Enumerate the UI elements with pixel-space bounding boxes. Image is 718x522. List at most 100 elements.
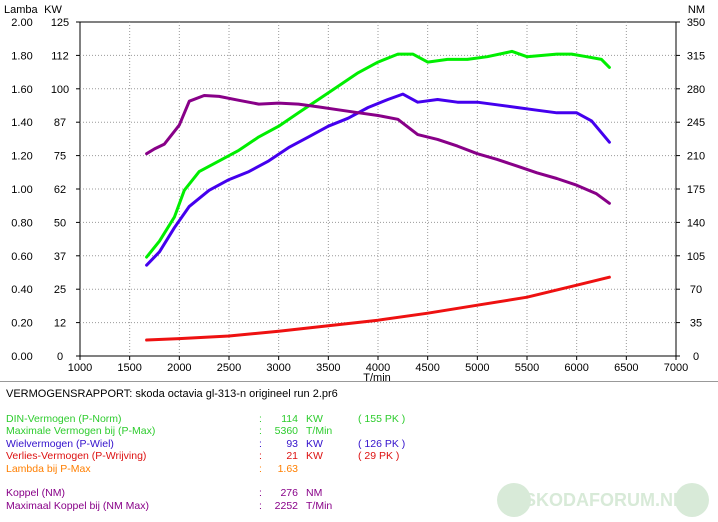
summary-label: Lambda bij P-Max [6,462,91,475]
kw-tick-label: 0 [57,351,63,363]
summary-colon: : [259,437,262,450]
series-line-2 [145,94,611,205]
summary-table: DIN-Vermogen (P-Norm):114 KW( 155 PK ) Max… [6,413,446,512]
lambda-tick-label: 1.00 [11,184,32,196]
kw-tick-label: 87 [54,117,66,129]
series-line-0 [145,49,611,259]
summary-unit: KW [306,437,323,450]
lambda-tick-label: 1.80 [11,50,32,62]
summary-label: Koppel (NM) [6,487,65,500]
x-tick-label: 5000 [465,362,489,374]
x-tick-label: 4500 [415,362,439,374]
watermark-logo-left-icon [497,483,531,517]
summary-unit: KW [306,413,323,425]
nm-tick-label: 105 [687,251,705,263]
series-line-3 [145,275,611,342]
lambda-tick-label: 0.00 [11,351,32,363]
summary-label: DIN-Vermogen (P-Norm) [6,413,122,425]
summary-row: Koppel (NM): 276 NM [6,487,446,499]
summary-extra: ( 29 PK ) [358,450,400,463]
lambda-tick-label: 0.40 [11,284,32,296]
nm-tick-label: 0 [693,351,699,363]
summary-colon: : [259,499,262,512]
kw-tick-label: 12 [54,318,66,330]
kw-tick-label: 62 [54,184,66,196]
nm-tick-label: 350 [687,17,705,29]
report-title: VERMOGENSRAPPORT: skoda octavia gl-313-n… [6,388,338,400]
x-tick-label: 1500 [117,362,141,374]
divider [0,381,718,382]
lambda-tick-label: 2.00 [11,17,32,29]
summary-unit: T/Min [306,425,333,438]
nm-tick-label: 210 [687,151,705,163]
x-tick-label: 6000 [564,362,588,374]
summary-label: Wielvermogen (P-Wiel) [6,437,114,450]
series-lines [145,49,611,342]
nm-tick-label: 70 [690,284,702,296]
x-tick-label: 6500 [614,362,638,374]
lambda-tick-label: 1.40 [11,117,32,129]
x-tick-label: 2500 [217,362,241,374]
lambda-tick-label: 0.80 [11,217,32,229]
summary-row: Wielvermogen (P-Wiel): 93 KW ( 126 PK ) [6,438,446,450]
nm-tick-label: 245 [687,117,705,129]
x-tick-label: 7000 [664,362,688,374]
summary-unit: T/Min [306,499,333,512]
summary-extra: ( 155 PK ) [358,413,406,425]
kw-tick-label: 125 [51,17,69,29]
summary-value: 2252 [274,499,298,512]
lambda-axis-title: Lamba [4,4,39,16]
summary-value: 21 [286,450,298,463]
summary-unit: KW [306,450,323,463]
summary-value: 1.63 [277,462,298,475]
summary-gap [6,475,446,487]
dyno-chart: 1000 1500 2000 2500 3000 3500 4000 4500 5000 5500… [4,4,705,384]
kw-axis-title: KW [44,4,62,16]
summary-value: 5360 [274,425,298,438]
kw-tick-label: 37 [54,251,66,263]
lambda-tick-label: 0.20 [11,318,32,330]
axis-ticks: 1000 1500 2000 2500 3000 3500 4000 4500 5000 5500… [11,17,705,374]
nm-axis-title: NM [688,4,705,16]
summary-value: 114 [281,413,298,425]
summary-label: Verlies-Vermogen (P-Wrijving) [6,450,147,463]
watermark-text: SKODAFORUM.NL [524,490,684,510]
kw-tick-label: 25 [54,284,66,296]
series-line-1 [145,92,611,267]
x-tick-label: 1000 [68,362,92,374]
x-tick-label: 3500 [316,362,340,374]
kw-tick-label: 75 [54,151,66,163]
summary-colon: : [259,425,262,438]
x-tick-label: 2000 [167,362,191,374]
nm-tick-label: 140 [687,217,705,229]
summary-colon: : [259,462,262,475]
summary-row: Verlies-Vermogen (P-Wrijving): 21 KW ( 29 P… [6,450,446,462]
watermark: SKODAFORUM.NL [497,483,709,517]
watermark-logo-right-icon [675,483,709,517]
nm-tick-label: 35 [690,318,702,330]
kw-tick-label: 112 [51,50,69,62]
lambda-tick-label: 1.60 [11,84,32,96]
summary-colon: : [259,450,262,463]
x-tick-label: 3000 [266,362,290,374]
summary-row: Maximale Vermogen bij (P-Max):5360 T/Min [6,425,446,437]
summary-row: Maximaal Koppel bij (NM Max):2252 T/Min [6,500,446,512]
kw-tick-label: 50 [54,217,66,229]
summary-colon: : [259,487,262,500]
nm-tick-label: 175 [687,184,705,196]
summary-row: DIN-Vermogen (P-Norm): 114 KW ( 155 PK ) [6,413,446,425]
summary-extra: ( 126 PK ) [358,437,406,450]
x-tick-label: 4000 [366,362,390,374]
nm-tick-label: 315 [687,50,705,62]
summary-label: Maximale Vermogen bij (P-Max) [6,425,156,438]
summary-unit: NM [306,487,323,500]
x-tick-label: 5500 [515,362,539,374]
lambda-tick-label: 0.60 [11,251,32,263]
summary-value: 93 [286,437,298,450]
summary-label: Maximaal Koppel bij (NM Max) [6,499,149,512]
nm-tick-label: 280 [687,84,705,96]
summary-row: Lambda bij P-Max: 1.63 [6,463,446,475]
summary-value: 276 [280,487,298,500]
lambda-tick-label: 1.20 [11,151,32,163]
summary-colon: : [259,413,262,425]
